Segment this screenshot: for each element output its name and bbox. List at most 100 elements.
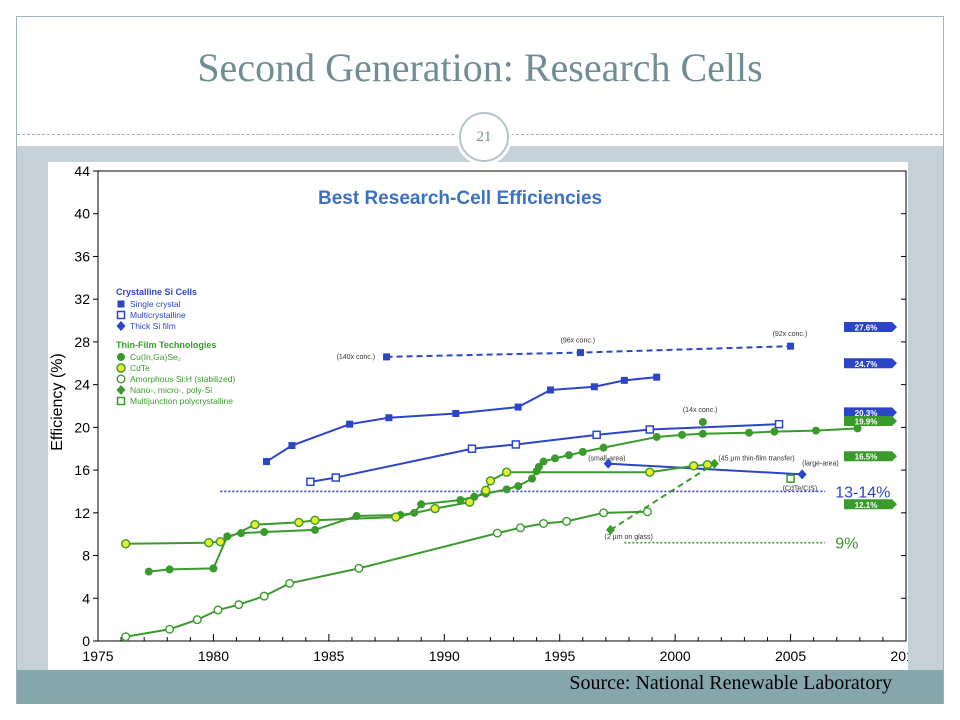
value-badge-label: 24.7%: [855, 360, 878, 369]
value-badge: [844, 499, 897, 510]
data-point: [539, 519, 549, 529]
data-point: [311, 525, 320, 534]
data-point: [485, 476, 496, 486]
annotation: (14x conc.): [683, 407, 718, 414]
data-point: [642, 507, 652, 517]
data-point: [204, 538, 214, 548]
data-point: [645, 467, 655, 477]
data-point: [456, 496, 465, 504]
annotation: (2 µm on glass): [605, 534, 653, 541]
series-multicrystalline: [306, 419, 784, 487]
data-point: [331, 473, 341, 482]
annotation: (small-area): [588, 456, 625, 463]
legend-item: Multicrystalline: [130, 310, 186, 320]
series-line: [609, 462, 715, 531]
legend-item: Multijunction polycrystalline: [130, 396, 233, 406]
legend-item: Nano-, micro-, poly-Si: [130, 385, 212, 395]
data-point: [709, 458, 719, 469]
data-point: [391, 512, 401, 522]
data-point: [578, 447, 587, 456]
data-point: [116, 396, 126, 406]
y-tick-label: 40: [74, 206, 90, 222]
data-point: [502, 485, 511, 494]
value-badge: [844, 358, 897, 369]
legend-item: Single crystal: [130, 299, 181, 309]
data-point: [234, 600, 244, 610]
value-badge-label: 27.6%: [855, 323, 878, 332]
data-point: [250, 519, 260, 530]
data-point: [592, 430, 601, 440]
y-tick-label: 4: [82, 590, 90, 606]
data-point: [464, 497, 475, 507]
data-point: [514, 403, 522, 411]
legend-heading: Thin-Film Technologies: [116, 340, 216, 350]
data-point: [501, 467, 512, 477]
annotation: (CdTe/CIS): [783, 486, 818, 493]
data-point: [117, 353, 125, 361]
annotation: (large-area): [802, 460, 839, 467]
efficiency-chart: 0 4 8 12 16 20 24 28 32 36 40 44 1975 1980 1985 1990 199…: [48, 162, 922, 670]
value-badge-label: 19.9%: [855, 417, 878, 426]
x-tick-label: 1975: [82, 648, 113, 664]
chart-axes: 0 4 8 12 16 20 24 28 32 36 40 44 1975 1980 1985 1990 199…: [74, 163, 921, 664]
legend-item: CdTe: [130, 363, 150, 373]
series-cu-in-ga-se: [144, 424, 862, 576]
data-point: [294, 517, 304, 528]
data-point: [534, 462, 543, 471]
data-point: [551, 454, 560, 463]
data-point: [260, 528, 269, 537]
series-single-crystal-concentrator: [383, 342, 795, 361]
data-point: [383, 353, 391, 361]
data-point: [590, 383, 598, 391]
value-badge: [844, 451, 897, 462]
data-point: [417, 500, 426, 509]
data-point: [192, 615, 202, 625]
data-point: [116, 385, 126, 395]
annotation: (45 µm thin-film transfer): [718, 456, 794, 463]
x-tick-label: 1990: [429, 648, 460, 664]
chart-legend: Crystalline Si Cells Single crystalMultic…: [116, 287, 236, 406]
x-tick-label: 1980: [198, 648, 229, 664]
series-line: [125, 463, 708, 545]
x-tick-label: 1985: [313, 648, 344, 664]
x-tick-label: 1995: [544, 648, 575, 664]
data-point: [564, 451, 573, 460]
reference-lines: 13-14% 9%: [220, 484, 890, 553]
legend-item: Cu(In,Ga)Se₂: [130, 352, 181, 362]
data-point: [492, 528, 502, 538]
legend-item: Amorphous Si:H (stabilized): [130, 374, 236, 384]
data-point: [467, 444, 477, 453]
data-point: [165, 565, 174, 574]
data-point: [539, 457, 548, 466]
data-point: [116, 363, 126, 373]
data-point: [116, 321, 126, 331]
data-point: [786, 474, 795, 483]
data-point: [620, 376, 628, 384]
data-point: [263, 458, 271, 466]
slide-title: Second Generation: Research Cells: [197, 45, 763, 90]
data-point: [144, 567, 153, 576]
right-badges: 27.6% 24.7% 20.3%19.9% 16.5% 12.1%: [844, 321, 897, 510]
y-tick-label: 8: [82, 548, 90, 564]
data-point: [354, 563, 364, 573]
value-badge: [844, 407, 897, 418]
legend-item: Thick Si film: [130, 321, 176, 331]
y-tick-label: 24: [74, 377, 90, 393]
x-tick-label: 2000: [660, 648, 691, 664]
y-tick-label: 28: [74, 334, 90, 350]
source-caption: Source: National Renewable Laboratory: [569, 672, 892, 694]
data-point: [528, 474, 537, 483]
data-point: [688, 461, 699, 471]
data-point: [645, 425, 654, 434]
data-point: [209, 564, 218, 573]
reference-line-label: 13-14%: [835, 484, 890, 501]
data-point: [430, 503, 440, 514]
series-line: [148, 427, 858, 573]
data-point: [745, 428, 754, 437]
series-line: [125, 510, 648, 638]
data-point: [599, 443, 608, 452]
data-point: [452, 409, 460, 417]
page-number-badge: 21: [459, 112, 509, 162]
y-tick-label: 36: [74, 248, 90, 264]
data-point: [653, 373, 661, 381]
